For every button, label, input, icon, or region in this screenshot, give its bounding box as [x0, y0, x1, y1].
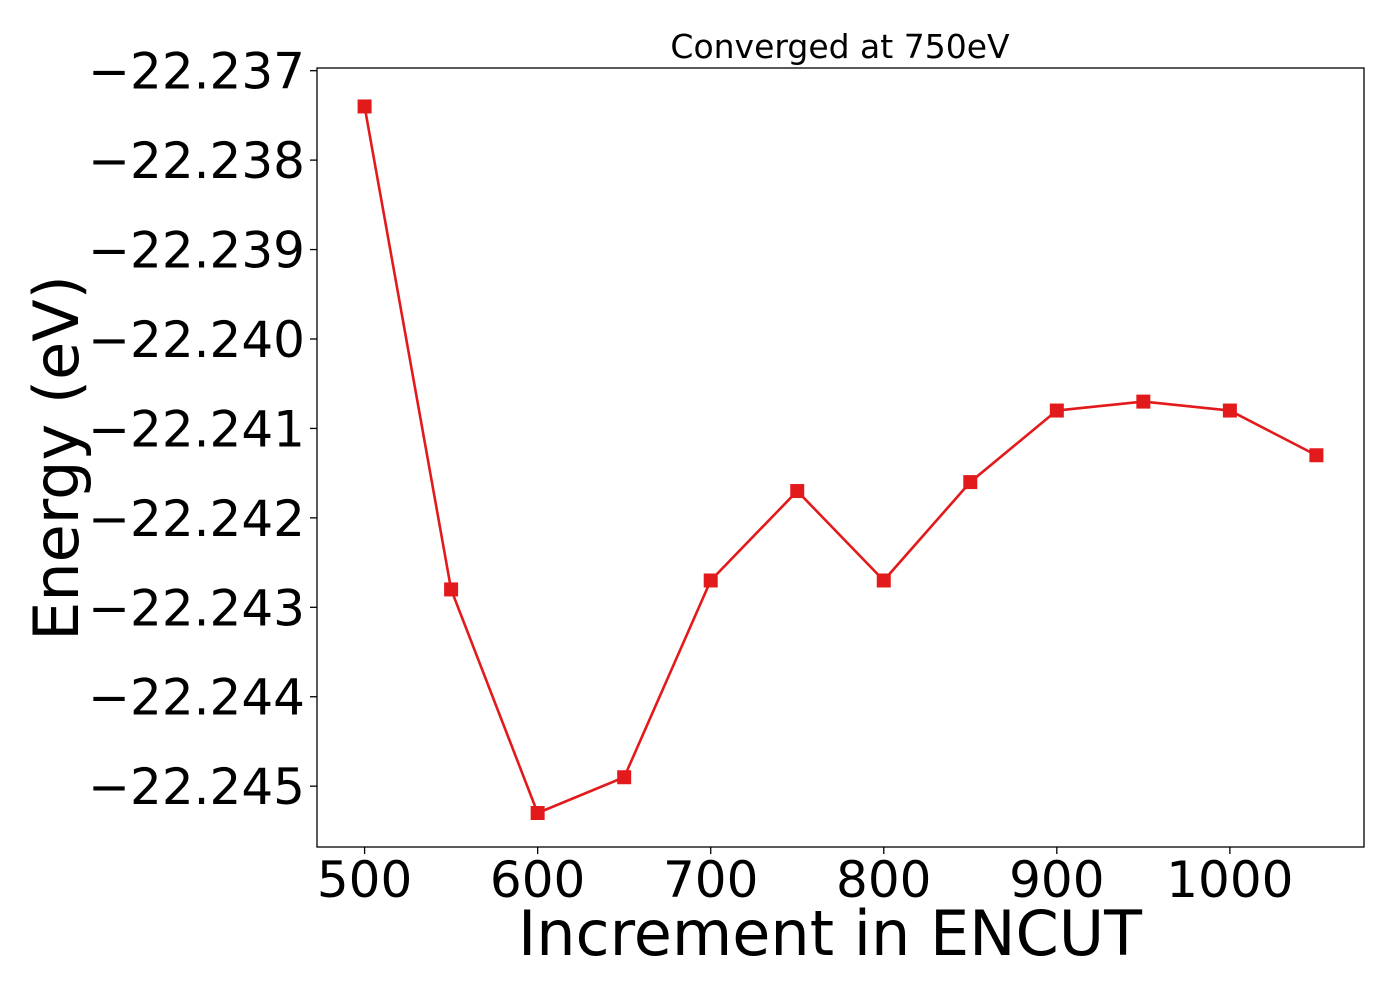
x-axis-label: Increment in ENCUT — [518, 897, 1143, 970]
data-point — [444, 582, 459, 597]
series-line — [363, 106, 1318, 815]
data-point — [617, 770, 632, 785]
y-tick-label: −22.239 — [88, 222, 305, 280]
y-tick-label: −22.245 — [88, 758, 305, 816]
data-point — [876, 573, 891, 588]
series-layer — [357, 99, 1324, 821]
x-tick-label: 600 — [490, 851, 585, 909]
y-tick-label: −22.241 — [88, 400, 305, 458]
data-point — [703, 573, 718, 588]
x-tick-label: 800 — [836, 851, 931, 909]
y-tick-label: −22.240 — [88, 311, 305, 369]
y-tick-label: −22.242 — [88, 490, 305, 548]
chart-title: Converged at 750eV — [670, 27, 1010, 66]
data-point — [1222, 403, 1237, 418]
y-tick-label: −22.243 — [88, 579, 305, 637]
data-point — [963, 475, 978, 490]
x-axis: 500 600 700 800 900 1000 — [317, 847, 1294, 909]
data-point — [790, 484, 805, 499]
data-point — [1309, 448, 1324, 463]
data-point — [530, 806, 545, 821]
data-point — [357, 99, 372, 114]
data-point — [1049, 403, 1064, 418]
plot-frame — [316, 67, 1365, 848]
x-tick-label: 900 — [1009, 851, 1104, 909]
y-axis: −22.237 −22.238 −22.239 −22.240 −22.241 −22.2… — [88, 43, 317, 816]
y-tick-label: −22.238 — [88, 132, 305, 190]
x-tick-label: 500 — [317, 851, 412, 909]
data-point — [1136, 394, 1151, 409]
y-tick-label: −22.244 — [88, 669, 305, 727]
x-tick-label: 1000 — [1166, 851, 1293, 909]
y-axis-label: Energy (eV) — [20, 275, 93, 641]
y-tick-label: −22.237 — [88, 43, 305, 101]
x-tick-label: 700 — [663, 851, 758, 909]
